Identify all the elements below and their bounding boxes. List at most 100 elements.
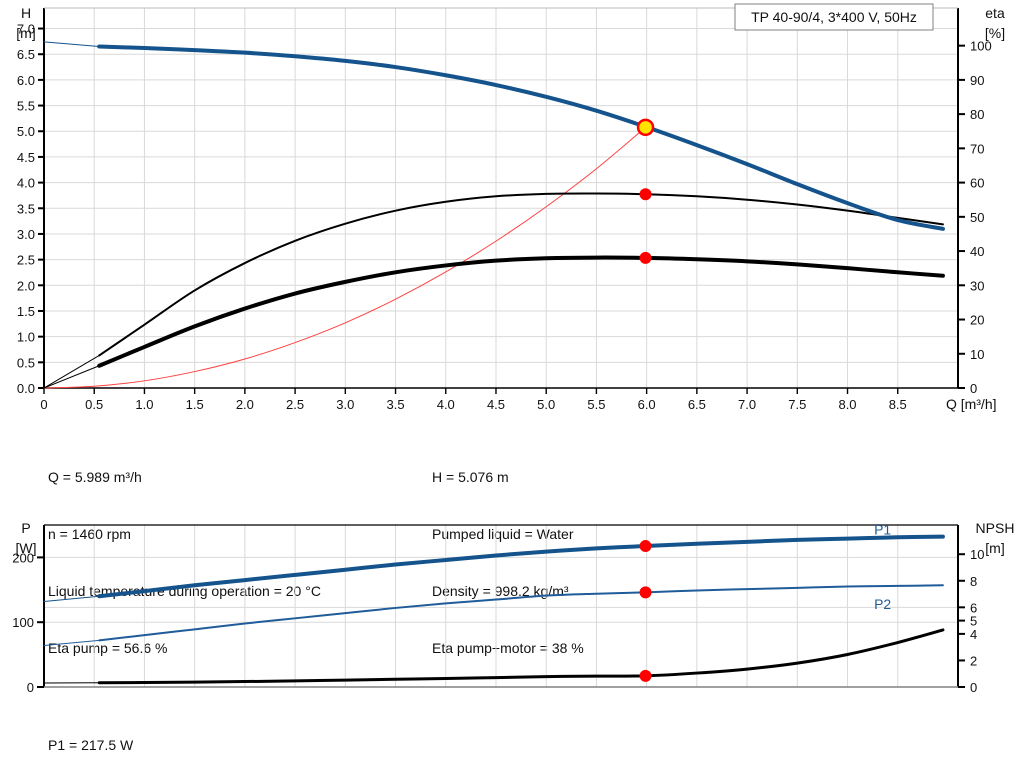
eta-pump-curve xyxy=(98,192,944,357)
tick-label-x: 2.5 xyxy=(286,397,304,412)
lower-left-axis: 0 100 200 P [W] xyxy=(12,520,44,695)
tick-label-x: 7.5 xyxy=(788,397,806,412)
title-box-label: TP 40-90/4, 3*400 V, 50Hz xyxy=(751,9,917,25)
head-curve-leadin xyxy=(43,41,100,48)
tick-label-x: 5.5 xyxy=(587,397,605,412)
series-label-p1: P1 xyxy=(874,522,891,538)
axis-title-eta-line1: eta xyxy=(985,5,1005,21)
p1-curve xyxy=(97,534,945,599)
tick-label-left: 0.0 xyxy=(17,381,35,396)
eta-pump-curve-leadin xyxy=(43,354,100,389)
tick-label-right: 50 xyxy=(970,210,984,225)
duty-point-npsh[interactable] xyxy=(639,669,652,682)
tick-label-right: 4 xyxy=(970,627,977,642)
duty-point-head[interactable] xyxy=(636,118,655,137)
tick-label-x: 0 xyxy=(40,397,47,412)
upper-right-axis: 0 10 20 30 40 50 60 70 80 90 100 eta [%] xyxy=(958,5,1005,396)
tick-label-x: 3.5 xyxy=(386,397,404,412)
tick-label-right: 8 xyxy=(970,574,977,589)
tick-label-left: 6.5 xyxy=(17,47,35,62)
power-npsh-chart: 0 100 200 P [W] 0 2 4 6 8 10 5 NPSH [m] P1 P2 xyxy=(12,520,1014,695)
axis-title-eta-line2: [%] xyxy=(985,25,1005,41)
tick-label-left: 200 xyxy=(12,550,34,565)
tick-label-left: 100 xyxy=(12,615,34,630)
series-label-p2: P2 xyxy=(874,596,891,612)
tick-label-x: 4.5 xyxy=(487,397,505,412)
upper-markers xyxy=(636,118,655,264)
upper-left-axis: 0.0 0.5 1.0 1.5 2.0 2.5 3.0 3.5 4.0 4.5 5.0 5.5 6.0 6… xyxy=(16,5,44,396)
axis-title-p-line2: [W] xyxy=(16,540,37,556)
tick-label-left: 5.5 xyxy=(17,99,35,114)
tick-label-right: 10 xyxy=(970,547,984,562)
tick-label-x: 6.5 xyxy=(688,397,706,412)
tick-label-x: 5.0 xyxy=(537,397,555,412)
npsh-curve xyxy=(97,628,945,685)
tick-label-left: 0.5 xyxy=(17,355,35,370)
head-efficiency-chart: 0.0 0.5 1.0 1.5 2.0 2.5 3.0 3.5 4.0 4.5 5.0 5.5 6.0 6… xyxy=(16,3,1005,412)
p1-curve-leadin xyxy=(43,595,100,602)
lower-frame xyxy=(43,524,959,688)
tick-label-left: 3.0 xyxy=(17,227,35,242)
tick-label-x: 1.0 xyxy=(135,397,153,412)
title-box-frame xyxy=(734,3,934,31)
tick-label-left: 6.0 xyxy=(17,73,35,88)
tick-label-left: 5.0 xyxy=(17,124,35,139)
tick-label-left: 3.5 xyxy=(17,201,35,216)
duty-point-p2[interactable] xyxy=(639,586,652,599)
duty-point-eta-pump[interactable] xyxy=(639,188,652,201)
tick-label-x: 4.0 xyxy=(437,397,455,412)
info-block-left: Q = 5.989 m³/h n = 1460 rpm Liquid tempe… xyxy=(48,430,321,696)
eta-pump-motor-curve-leadin xyxy=(43,365,100,389)
tick-label-right: 60 xyxy=(970,176,984,191)
title-box: TP 40-90/4, 3*400 V, 50Hz xyxy=(734,3,934,31)
p2-curve xyxy=(98,584,944,642)
tick-label-right: 70 xyxy=(970,141,984,156)
tick-label-x: 8.5 xyxy=(889,397,907,412)
tick-label-right: 30 xyxy=(970,278,984,293)
tick-label-x: 8.0 xyxy=(838,397,856,412)
tick-label-left: 4.5 xyxy=(17,150,35,165)
tick-label-right: 90 xyxy=(970,73,984,88)
tick-label-x: 3.0 xyxy=(336,397,354,412)
axis-title-h-line2: [m] xyxy=(16,25,35,41)
tick-label-left: 2.5 xyxy=(17,253,35,268)
p2-curve-leadin xyxy=(43,639,100,647)
info-left-n: n = 1460 rpm xyxy=(48,526,131,542)
duty-point-eta-pump-motor[interactable] xyxy=(639,251,652,264)
info-right-h: H = 5.076 m xyxy=(432,469,509,485)
tick-label-right: 0 xyxy=(970,381,977,396)
tick-label-left: 2.0 xyxy=(17,278,35,293)
tick-label-x: 0.5 xyxy=(85,397,103,412)
tick-label-right: 100 xyxy=(970,39,992,54)
tick-label-right: 10 xyxy=(970,347,984,362)
tick-label-x: 6.0 xyxy=(638,397,656,412)
tick-label-x: 1.5 xyxy=(186,397,204,412)
tick-label-left: 7.0 xyxy=(17,22,35,37)
axis-title-npsh-line1: NPSH xyxy=(976,520,1015,536)
lower-curves xyxy=(43,534,945,685)
tick-label-right: 20 xyxy=(970,313,984,328)
axis-title-npsh-line2: [m] xyxy=(985,540,1004,556)
tick-label-x: 7.0 xyxy=(738,397,756,412)
tick-label-left: 0 xyxy=(27,680,34,695)
info-block-bottom: P1 = 217.5 W P2 = 146.1 W NPSH = 0.84 m xyxy=(48,698,146,781)
tick-label-left: 1.5 xyxy=(17,304,35,319)
tick-label-right-extra: 5 xyxy=(970,614,977,629)
lower-series-labels: P1 P2 xyxy=(874,522,891,613)
tick-label-left: 4.0 xyxy=(17,176,35,191)
tick-label-right: 40 xyxy=(970,244,984,259)
eta-pump-motor-curve xyxy=(97,255,945,368)
lower-right-axis: 0 2 4 6 8 10 5 NPSH [m] xyxy=(958,520,1014,695)
duty-point-p1[interactable] xyxy=(639,540,652,553)
info-bottom-p1: P1 = 217.5 W xyxy=(48,737,134,753)
lower-gridlines xyxy=(43,525,958,688)
head-curve xyxy=(97,44,945,231)
upper-curves xyxy=(43,41,945,389)
tick-label-right: 2 xyxy=(970,653,977,668)
tick-label-right: 6 xyxy=(970,600,977,615)
axis-title-h-line1: H xyxy=(21,5,31,21)
tick-label-right: 0 xyxy=(970,680,977,695)
tick-label-right: 80 xyxy=(970,107,984,122)
tick-label-x: 2.0 xyxy=(236,397,254,412)
